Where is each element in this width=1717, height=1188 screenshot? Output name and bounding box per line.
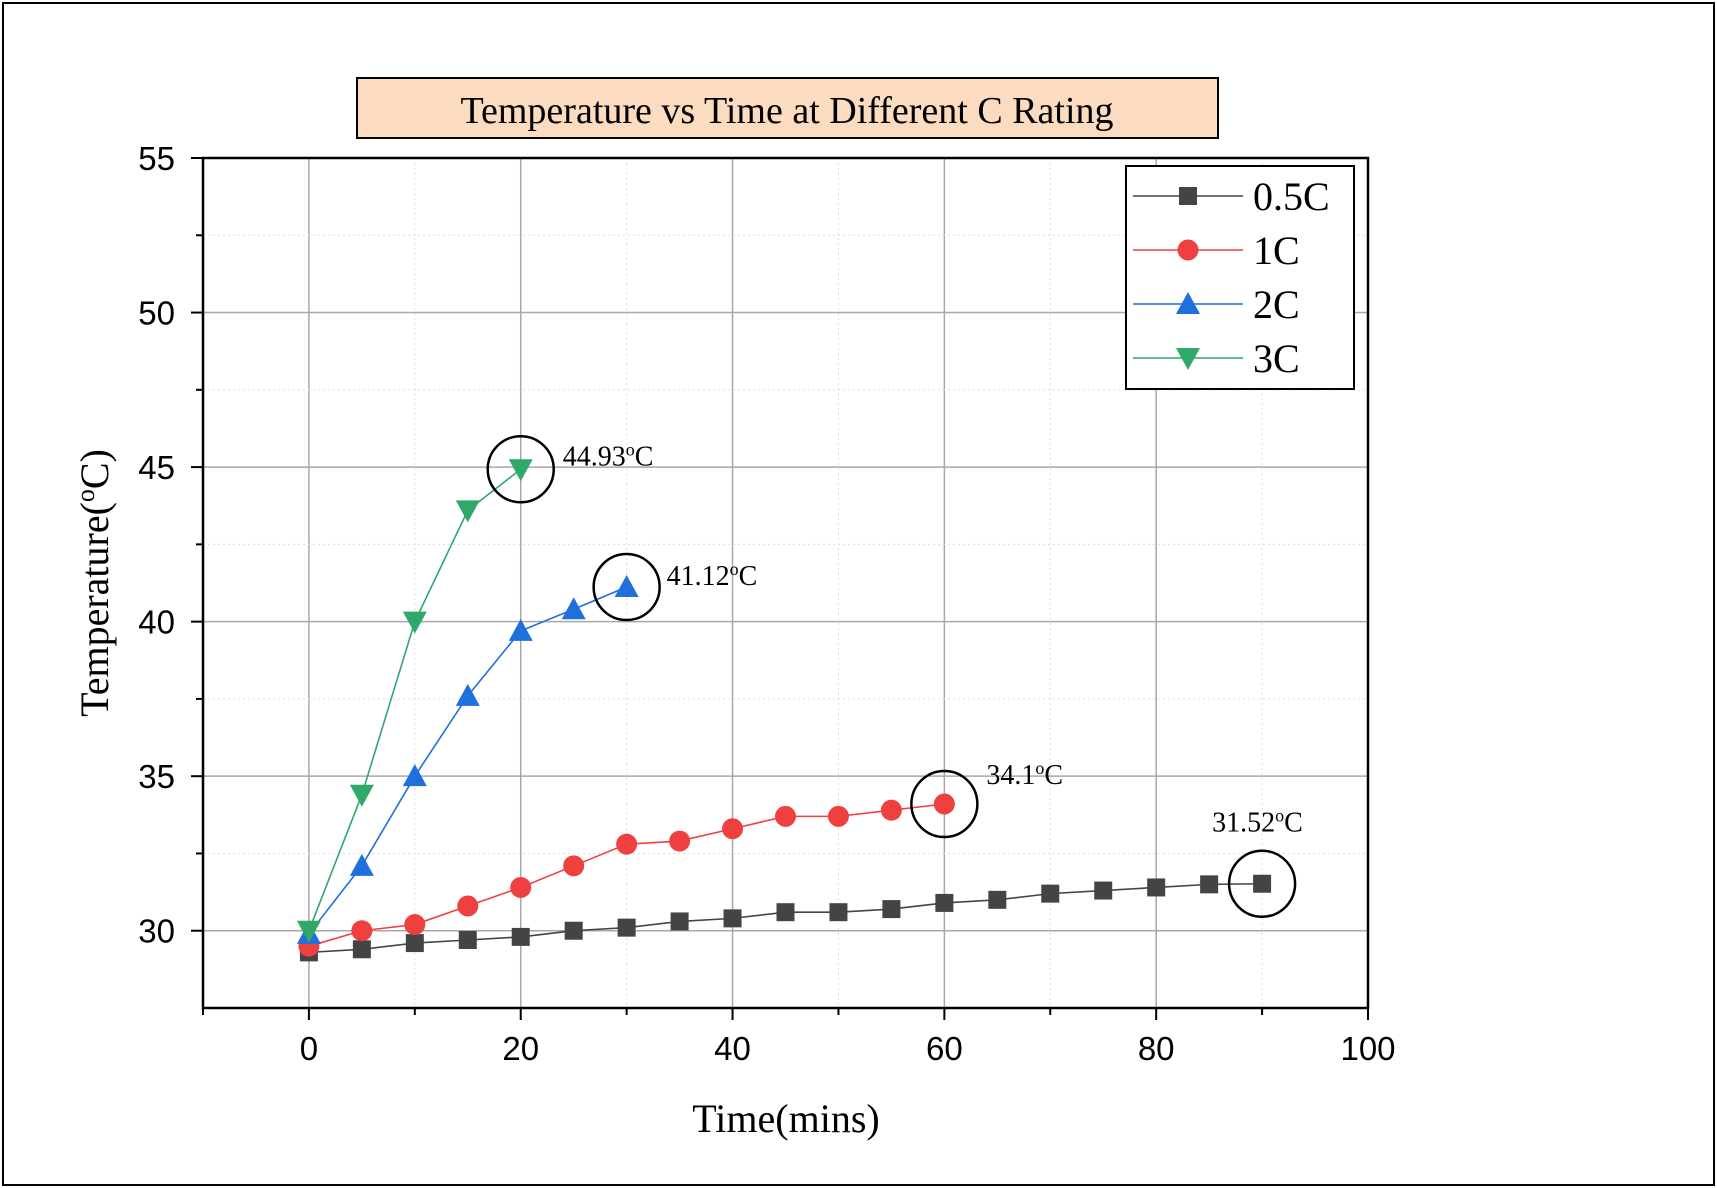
- legend-box: [1125, 165, 1355, 390]
- series-2C: [296, 575, 639, 944]
- data-point: [935, 893, 954, 912]
- data-point: [1147, 878, 1166, 897]
- y-tick-label: 50: [138, 295, 175, 332]
- legend-entry-1C: 1C: [1133, 228, 1300, 273]
- series-3C: [296, 459, 533, 943]
- y-tick-label: 55: [138, 140, 175, 177]
- x-tick-label: 80: [1138, 1030, 1175, 1067]
- legend: 0.5C 1C 2C 3C: [1125, 165, 1355, 390]
- data-point: [776, 903, 795, 922]
- x-tick-label: 100: [1340, 1030, 1395, 1067]
- annotation-label: 31.52oC: [1212, 806, 1303, 839]
- x-axis-label: Time(mins): [692, 1096, 879, 1141]
- data-point: [349, 784, 374, 807]
- data-point: [510, 876, 532, 898]
- data-point: [829, 903, 848, 922]
- chart-title-box: [356, 77, 1219, 139]
- legend-label: 1C: [1253, 228, 1300, 273]
- data-point: [349, 853, 374, 876]
- data-point: [827, 805, 849, 827]
- x-tick-label: 40: [714, 1030, 751, 1067]
- data-point: [563, 855, 585, 877]
- y-tick-label: 35: [138, 758, 175, 795]
- series-layer: [296, 459, 1272, 962]
- y-tick-label: 30: [138, 913, 175, 950]
- data-point: [614, 575, 639, 598]
- series-1C: [298, 793, 955, 957]
- data-point: [775, 805, 796, 827]
- data-point: [561, 597, 586, 620]
- legend-entry-0.5C: 0.5C: [1133, 174, 1330, 219]
- data-point: [508, 618, 533, 641]
- data-point: [564, 921, 583, 940]
- highlight-circle: [486, 435, 555, 504]
- grid: [203, 158, 1368, 1008]
- data-point: [882, 900, 901, 919]
- annotation-label: 41.12oC: [667, 559, 758, 592]
- data-point: [352, 940, 371, 959]
- plot-area-border: [201, 156, 1370, 1010]
- legend-label: 2C: [1253, 282, 1300, 327]
- data-point: [1200, 875, 1219, 894]
- data-point: [616, 833, 638, 855]
- annotation-label: 44.93oC: [563, 439, 654, 472]
- data-point: [670, 912, 689, 931]
- data-point: [405, 934, 424, 953]
- data-point: [933, 793, 955, 815]
- annotations: 44.93oC 41.12oC 34.1oC 31.52oC: [486, 435, 1303, 918]
- legend-marker: [1179, 187, 1197, 205]
- series-line: [308, 586, 627, 935]
- data-point: [508, 459, 533, 482]
- y-axis-label-end: C): [72, 449, 117, 489]
- data-point: [722, 818, 744, 840]
- legend-label: 3C: [1253, 336, 1300, 381]
- x-tick-label: 20: [502, 1030, 539, 1067]
- y-tick-label: 45: [138, 449, 175, 486]
- data-point: [402, 764, 427, 787]
- data-point: [1253, 874, 1272, 893]
- x-tick-label: 0: [300, 1030, 318, 1067]
- data-point: [1041, 884, 1060, 903]
- legend-marker: [1176, 348, 1200, 370]
- data-point: [723, 909, 742, 928]
- legend-entry-2C: 2C: [1133, 282, 1300, 327]
- legend-label: 0.5C: [1253, 174, 1330, 219]
- legend-marker: [1177, 239, 1199, 261]
- axes: 0 20 40 60 80 100 30 35 40 45 50 55: [138, 140, 1395, 1067]
- data-point: [455, 500, 480, 523]
- data-point: [669, 830, 691, 852]
- y-axis-label-main: Temperature(: [72, 502, 117, 717]
- series-0.5C: [299, 874, 1272, 962]
- data-point: [458, 931, 477, 949]
- data-point: [455, 683, 480, 706]
- data-point: [617, 918, 636, 937]
- data-point: [404, 914, 426, 936]
- data-point: [880, 799, 902, 821]
- legend-marker: [1176, 292, 1200, 314]
- y-tick-label: 40: [138, 604, 175, 641]
- data-point: [988, 890, 1007, 909]
- x-tick-label: 60: [926, 1030, 963, 1067]
- data-point: [351, 920, 373, 942]
- data-point: [511, 927, 530, 946]
- data-point: [457, 895, 479, 917]
- data-point: [1094, 881, 1113, 900]
- y-axis-label-sup: o: [71, 489, 100, 502]
- chart-title: Temperature vs Time at Different C Ratin…: [460, 90, 1113, 132]
- y-axis-label: Temperature(oC): [71, 449, 117, 717]
- data-point: [402, 611, 427, 634]
- annotation-label: 34.1oC: [986, 758, 1063, 791]
- legend-entry-3C: 3C: [1133, 336, 1300, 381]
- highlight-circle: [1227, 849, 1297, 918]
- highlight-circle: [910, 769, 979, 839]
- data-point: [296, 920, 321, 943]
- highlight-circle: [592, 552, 661, 622]
